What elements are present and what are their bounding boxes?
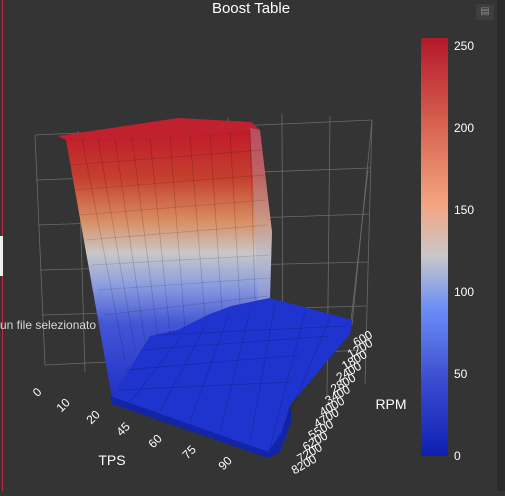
surface-wall (66, 130, 272, 398)
grid-line (364, 119, 373, 385)
surface-mesh-line (229, 131, 241, 305)
surface-mesh-line (249, 129, 256, 301)
bar-chart-icon[interactable]: ▤ (476, 4, 494, 20)
colorbar-tick-label: 200 (454, 121, 474, 135)
colorbar (421, 38, 448, 456)
surface-mesh-line (79, 199, 267, 216)
grid-line (34, 134, 46, 366)
right-scroll-strip[interactable] (497, 0, 505, 491)
surface-mesh-line (219, 309, 251, 433)
surface-mesh-line (91, 254, 271, 266)
surface-mesh-line (249, 304, 276, 443)
surface-floor-front (110, 396, 292, 458)
chart-title: Boost Table (212, 0, 290, 17)
surface-mesh-line (209, 133, 223, 311)
surface-mesh-line (81, 138, 126, 361)
x-tick-label: 0 (30, 385, 45, 400)
x-tick-label: 60 (145, 431, 165, 451)
surface-mesh-line (149, 137, 171, 335)
surface-mesh-line (159, 325, 206, 413)
x-tick-label: 10 (53, 395, 73, 415)
x-tick-label: 20 (83, 407, 103, 427)
colorbar-ticks: 250 200 150 100 50 0 (454, 39, 474, 463)
x-tick-label: 75 (179, 442, 199, 462)
colorbar-tick-label: 250 (454, 39, 474, 53)
surface-mesh-line (139, 335, 331, 351)
file-status-label: un file selezionato (0, 318, 97, 332)
y-axis-label: RPM (375, 396, 406, 412)
surface-mesh-line (169, 137, 186, 329)
surface-mesh-line (117, 381, 293, 391)
x-axis-label: TPS (98, 452, 125, 468)
surface-mesh-line (124, 354, 301, 371)
surface-mesh-line (97, 277, 271, 291)
surface-mesh-line (114, 138, 146, 343)
surface-mesh-line (281, 317, 331, 433)
surface-mesh-line (131, 137, 159, 339)
surface-mesh-line (103, 295, 269, 316)
surface-plateau (58, 118, 260, 140)
surface-mesh-line (73, 174, 265, 191)
surface-mesh-line (269, 311, 306, 449)
colorbar-tick-label: 100 (454, 285, 474, 299)
surface-mesh-line (84, 224, 269, 241)
surface-mesh (58, 118, 352, 458)
left-collapse-tab[interactable] (0, 236, 3, 276)
x-tick-label: 90 (215, 453, 235, 473)
surface-ridge-side (250, 128, 272, 300)
colorbar-tick-label: 50 (454, 367, 468, 381)
surface-mesh-line (69, 149, 263, 166)
surface-floor (110, 298, 352, 452)
colorbar-tick-label: 150 (454, 203, 474, 217)
surface-mesh-line (97, 138, 136, 351)
colorbar-tick-label: 0 (454, 449, 461, 463)
surface-mesh-line (189, 315, 229, 423)
grid-line (349, 169, 369, 331)
surface-mesh-line (189, 135, 206, 319)
x-tick-label: 45 (113, 419, 133, 439)
surface-mesh-line (129, 337, 181, 403)
surface-mesh-line (159, 325, 346, 336)
